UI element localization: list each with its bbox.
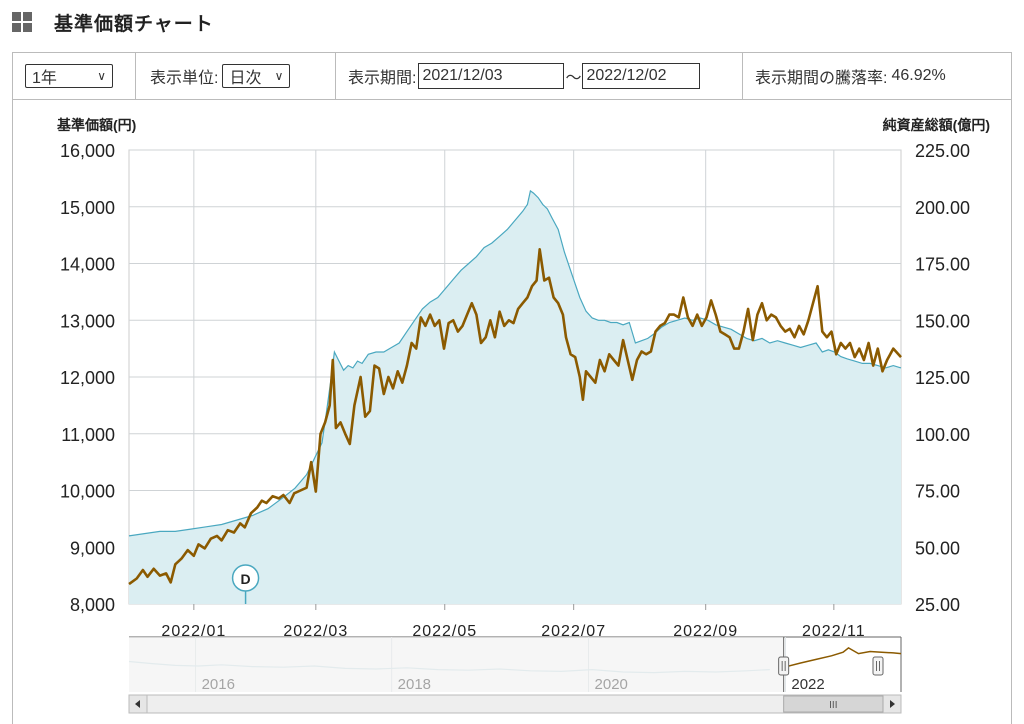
x-tick-label: 2022/03 — [283, 623, 348, 640]
navigator-mask — [129, 637, 784, 692]
left-axis-title: 基準価額(円) — [57, 117, 136, 133]
y-right-tick-label: 150.00 — [915, 311, 970, 331]
y-left-tick-label: 9,000 — [70, 538, 115, 558]
arrow-left-icon — [135, 700, 140, 708]
start-date-value: 2021/12/03 — [422, 67, 503, 84]
y-left-tick-label: 14,000 — [60, 255, 115, 275]
chart-frame: 1年 ∨ 表示単位: 日次 ∨ 表示期間: 2021/12/03 〜 2022/… — [12, 52, 1012, 724]
period-select-value: 1年 — [32, 70, 57, 87]
x-tick-label: 2022/11 — [802, 623, 866, 640]
navigator-handle-left[interactable] — [778, 656, 790, 676]
y-left-tick-label: 12,000 — [60, 368, 115, 388]
grid-icon — [12, 12, 32, 32]
chart-controls: 1年 ∨ 表示単位: 日次 ∨ 表示期間: 2021/12/03 〜 2022/… — [13, 53, 1011, 100]
x-tick-label: 2022/05 — [412, 623, 477, 640]
end-date-value: 2022/12/02 — [586, 67, 667, 84]
y-left-tick-label: 16,000 — [60, 141, 115, 161]
x-tick-label: 2022/01 — [161, 623, 226, 640]
navigator-window-line — [783, 646, 902, 669]
right-axis-title: 純資産総額(億円) — [883, 117, 990, 133]
navigator-year-label: 2022 — [791, 676, 824, 693]
y-left-tick-label: 15,000 — [60, 198, 115, 218]
y-right-tick-label: 175.00 — [915, 255, 970, 275]
x-tick-label: 2022/07 — [541, 623, 606, 640]
y-left-tick-label: 13,000 — [60, 311, 115, 331]
unit-cell: 表示単位: 日次 ∨ — [136, 53, 336, 99]
y-right-tick-label: 100.00 — [915, 425, 970, 445]
scrollbar-thumb-grip: III — [829, 700, 837, 711]
chart-header: 基準価額チャート — [12, 8, 214, 36]
change-cell: 表示期間の騰落率: 46.92% — [743, 53, 1011, 99]
y-right-tick-label: 75.00 — [915, 482, 960, 502]
y-left-tick-label: 10,000 — [60, 482, 115, 502]
arrow-right-icon — [890, 700, 895, 708]
start-date-input[interactable]: 2021/12/03 — [418, 63, 565, 89]
y-right-tick-label: 225.00 — [915, 141, 970, 161]
period-select[interactable]: 1年 ∨ — [25, 64, 113, 88]
period-cell: 1年 ∨ — [13, 53, 136, 99]
y-left-tick-label: 11,000 — [61, 425, 115, 445]
range-label: 表示期間: — [348, 70, 417, 87]
y-right-tick-label: 200.00 — [915, 198, 970, 218]
unit-select[interactable]: 日次 ∨ — [222, 64, 291, 88]
end-date-input[interactable]: 2022/12/02 — [582, 63, 701, 89]
chevron-down-icon: ∨ — [97, 69, 106, 83]
scrollbar-thumb[interactable] — [783, 695, 884, 713]
change-value: 46.92% — [891, 67, 946, 84]
y-left-tick-label: 8,000 — [70, 595, 115, 615]
nav-price-line — [128, 248, 902, 586]
chevron-down-icon: ∨ — [274, 69, 284, 83]
y-right-tick-label: 125.00 — [915, 368, 970, 388]
y-right-tick-label: 25.00 — [915, 595, 960, 615]
unit-select-value: 日次 — [229, 70, 262, 87]
range-cell: 表示期間: 2021/12/03 〜 2022/12/02 — [336, 53, 743, 99]
y-right-tick-label: 50.00 — [915, 538, 960, 558]
range-separator: 〜 — [565, 70, 582, 87]
unit-label: 表示単位: — [150, 70, 219, 87]
change-label: 表示期間の騰落率: — [755, 70, 888, 87]
dividend-marker-label: D — [241, 571, 251, 587]
page-title: 基準価額チャート — [54, 13, 214, 35]
dividend-marker — [231, 564, 260, 592]
navigator-handle-right[interactable] — [872, 656, 884, 676]
x-tick-label: 2022/09 — [673, 623, 738, 640]
net-assets-area — [129, 190, 901, 604]
